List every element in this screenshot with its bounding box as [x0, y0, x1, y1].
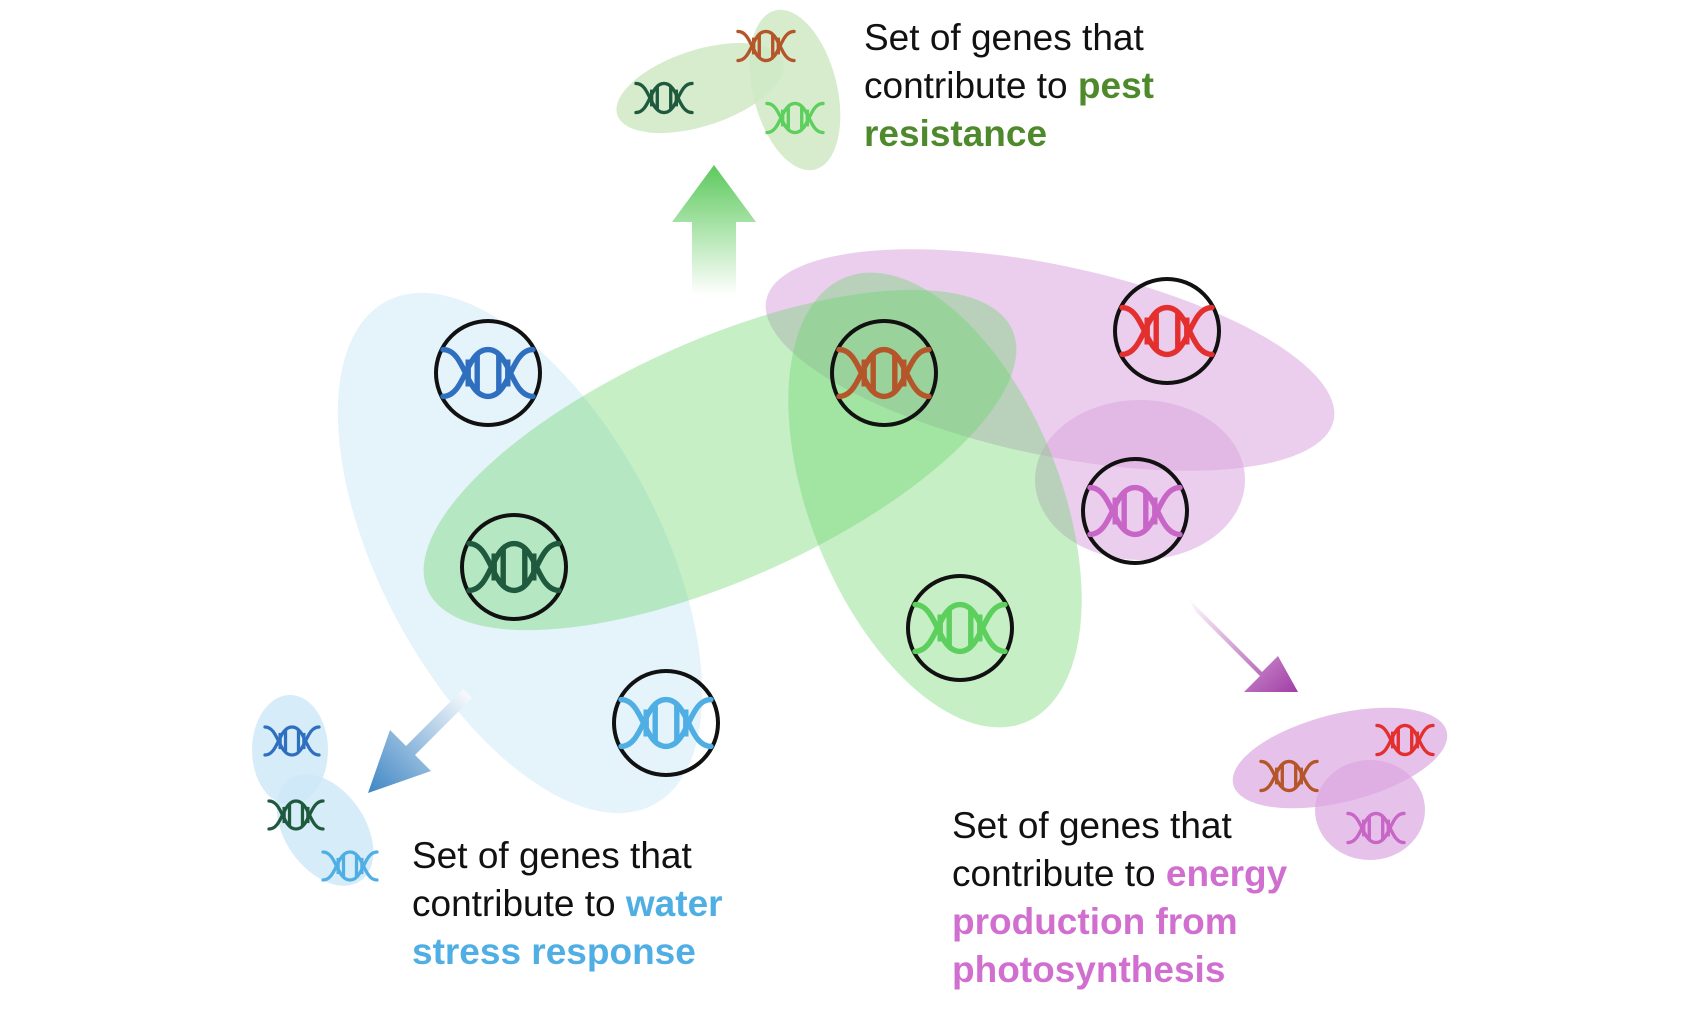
arrow-down-right-icon: [1188, 598, 1298, 692]
caption-line: Set of genes that: [864, 17, 1144, 58]
gene-circle-darkgreen: [460, 513, 568, 621]
gene-circle-orange: [830, 319, 938, 427]
caption-line: Set of genes that: [412, 835, 692, 876]
gene-circle-magenta: [1081, 457, 1189, 565]
caption-highlight: stress response: [412, 931, 696, 972]
caption-highlight: production from: [952, 901, 1238, 942]
caption-line: contribute to pest: [864, 62, 1154, 110]
water-stress-result-set: [252, 695, 379, 886]
water-stress-gene-set: [337, 292, 703, 814]
caption-highlight: energy: [1165, 853, 1288, 894]
caption-highlight: photosynthesis: [952, 949, 1226, 990]
caption-text: contribute to: [412, 883, 626, 924]
energy-production-caption: Set of genes that contribute to energy p…: [952, 802, 1287, 994]
caption-line: Set of genes that: [952, 805, 1232, 846]
gene-circle-blue: [434, 319, 542, 427]
energy-gene-set: [765, 249, 1335, 560]
energy-result-set: [1232, 707, 1448, 860]
caption-highlight: pest: [1077, 65, 1154, 106]
caption-highlight: water: [625, 883, 723, 924]
caption-text: contribute to: [952, 853, 1166, 894]
arrow-up-icon: [672, 165, 756, 295]
caption-line: contribute to energy: [952, 850, 1287, 898]
gene-circle-green: [906, 574, 1014, 682]
caption-line: contribute to water: [412, 880, 723, 928]
gene-circle-lightblue: [612, 669, 720, 777]
gene-circle-red: [1113, 277, 1221, 385]
water-stress-caption: Set of genes that contribute to water st…: [412, 832, 723, 976]
pest-resistance-caption: Set of genes that contribute to pest res…: [864, 14, 1154, 158]
arrow-down-left-icon: [368, 689, 472, 793]
caption-highlight: resistance: [864, 113, 1048, 154]
caption-text: contribute to: [864, 65, 1078, 106]
pest-resistance-result-set: [616, 9, 841, 171]
